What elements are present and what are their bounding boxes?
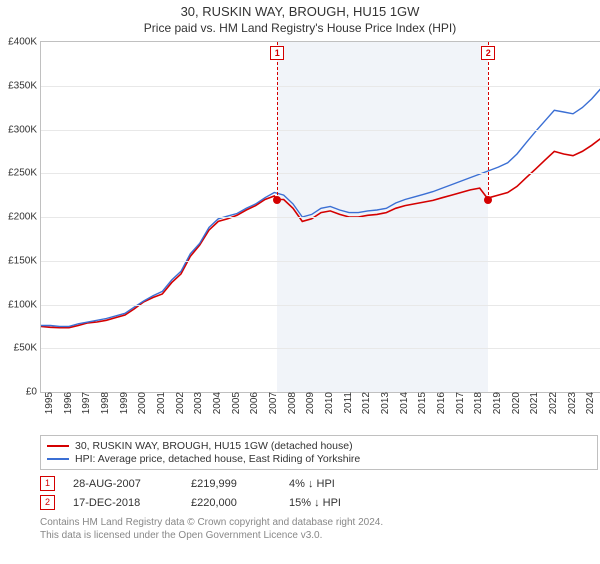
x-axis-label: 2002	[172, 392, 186, 414]
event-badge: 1	[40, 476, 55, 491]
gridline-h	[41, 261, 600, 262]
x-axis-label: 2006	[246, 392, 260, 414]
chart-container: 30, RUSKIN WAY, BROUGH, HU15 1GW Price p…	[0, 4, 600, 564]
series-property	[41, 138, 600, 327]
marker-dot	[484, 196, 492, 204]
y-axis-label: £250K	[8, 168, 41, 179]
x-axis-label: 2024	[582, 392, 596, 414]
y-axis-label: £100K	[8, 299, 41, 310]
event-delta: 4% ↓ HPI	[289, 478, 335, 490]
event-badge: 2	[40, 495, 55, 510]
x-axis-label: 2011	[340, 392, 354, 414]
chart-legend: 30, RUSKIN WAY, BROUGH, HU15 1GW (detach…	[40, 435, 598, 470]
marker-badge: 1	[270, 46, 284, 60]
gridline-h	[41, 305, 600, 306]
footer-line: Contains HM Land Registry data © Crown c…	[40, 516, 598, 529]
legend-swatch	[47, 445, 69, 447]
y-axis-label: £200K	[8, 212, 41, 223]
x-axis-label: 2001	[153, 392, 167, 414]
legend-row: HPI: Average price, detached house, East…	[47, 453, 591, 465]
x-axis-label: 1996	[60, 392, 74, 414]
y-axis-label: £50K	[14, 343, 41, 354]
x-axis-label: 2007	[265, 392, 279, 414]
event-table: 1 28-AUG-2007 £219,999 4% ↓ HPI 2 17-DEC-2018…	[40, 476, 598, 510]
x-axis-label: 2000	[134, 392, 148, 414]
series-hpi	[41, 88, 600, 326]
y-axis-label: £400K	[8, 37, 41, 48]
event-delta: 15% ↓ HPI	[289, 497, 341, 509]
legend-label: HPI: Average price, detached house, East…	[75, 453, 360, 465]
x-axis-label: 1998	[97, 392, 111, 414]
marker-line	[277, 42, 278, 200]
event-date: 17-DEC-2018	[73, 497, 173, 509]
legend-swatch	[47, 458, 69, 460]
event-price: £219,999	[191, 478, 271, 490]
chart-subtitle: Price paid vs. HM Land Registry's House …	[0, 21, 600, 35]
x-axis-label: 2018	[470, 392, 484, 414]
chart-title: 30, RUSKIN WAY, BROUGH, HU15 1GW	[0, 4, 600, 19]
legend-row: 30, RUSKIN WAY, BROUGH, HU15 1GW (detach…	[47, 440, 591, 452]
event-row: 1 28-AUG-2007 £219,999 4% ↓ HPI	[40, 476, 598, 491]
x-axis-label: 2008	[284, 392, 298, 414]
x-axis-label: 2023	[564, 392, 578, 414]
x-axis-label: 2021	[526, 392, 540, 414]
event-price: £220,000	[191, 497, 271, 509]
x-axis-label: 2013	[377, 392, 391, 414]
x-axis-label: 2015	[414, 392, 428, 414]
gridline-h	[41, 348, 600, 349]
y-axis-label: £0	[26, 387, 41, 398]
x-axis-label: 2022	[545, 392, 559, 414]
x-axis-label: 2017	[452, 392, 466, 414]
x-axis-label: 2005	[228, 392, 242, 414]
footer-line: This data is licensed under the Open Gov…	[40, 529, 598, 542]
chart-footer: Contains HM Land Registry data © Crown c…	[40, 516, 598, 542]
x-axis-label: 2004	[209, 392, 223, 414]
x-axis-label: 1995	[41, 392, 55, 414]
x-axis-label: 2012	[358, 392, 372, 414]
event-date: 28-AUG-2007	[73, 478, 173, 490]
marker-badge: 2	[481, 46, 495, 60]
y-axis-label: £150K	[8, 255, 41, 266]
marker-dot	[273, 196, 281, 204]
gridline-h	[41, 173, 600, 174]
x-axis-label: 2009	[302, 392, 316, 414]
x-axis-label: 2010	[321, 392, 335, 414]
gridline-h	[41, 86, 600, 87]
x-axis-label: 2014	[396, 392, 410, 414]
x-axis-label: 1999	[116, 392, 130, 414]
x-axis-label: 1997	[78, 392, 92, 414]
legend-label: 30, RUSKIN WAY, BROUGH, HU15 1GW (detach…	[75, 440, 353, 452]
y-axis-label: £300K	[8, 124, 41, 135]
x-axis-label: 2003	[190, 392, 204, 414]
marker-line	[488, 42, 489, 200]
x-axis-label: 2019	[489, 392, 503, 414]
gridline-h	[41, 130, 600, 131]
y-axis-label: £350K	[8, 80, 41, 91]
x-axis-label: 2020	[508, 392, 522, 414]
chart-plot-area: £0£50K£100K£150K£200K£250K£300K£350K£400…	[40, 41, 600, 393]
gridline-h	[41, 217, 600, 218]
event-row: 2 17-DEC-2018 £220,000 15% ↓ HPI	[40, 495, 598, 510]
x-axis-label: 2016	[433, 392, 447, 414]
